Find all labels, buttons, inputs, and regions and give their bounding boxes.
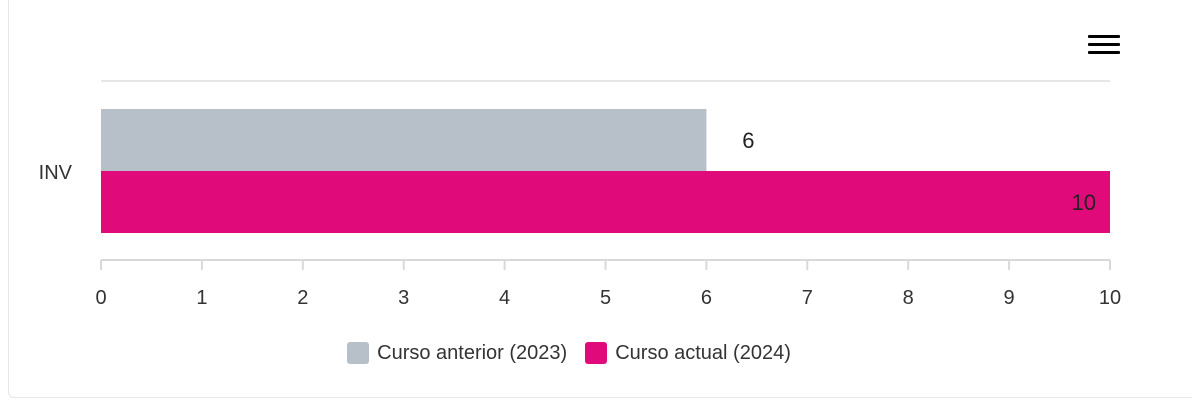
menu-line <box>1088 43 1120 46</box>
x-tick-label: 9 <box>1004 287 1015 309</box>
x-tick-label: 4 <box>499 287 510 309</box>
legend-item-2024[interactable]: Curso actual (2024) <box>585 342 791 365</box>
x-tick-label: 5 <box>600 287 611 309</box>
menu-line <box>1088 51 1120 54</box>
x-tick-label: 7 <box>802 287 813 309</box>
x-tick-label: 3 <box>398 287 409 309</box>
x-axis-ticks: 0 1 2 3 4 5 6 7 8 9 10 <box>95 260 1121 309</box>
bar-2023-inv[interactable] <box>101 109 707 171</box>
bar-2024-inv[interactable] <box>101 171 1110 233</box>
x-tick-label: 6 <box>701 287 712 309</box>
y-axis-categories: INV <box>39 162 73 184</box>
bar-chart: 6 10 0 1 2 3 4 5 6 7 8 9 10 INV <box>39 80 1121 309</box>
x-tick-label: 0 <box>95 287 106 309</box>
legend-swatch <box>585 342 608 364</box>
hamburger-menu-icon[interactable] <box>1085 30 1123 60</box>
legend-item-2023[interactable]: Curso anterior (2023) <box>347 342 567 365</box>
data-label: 6 <box>742 128 754 153</box>
x-tick-label: 1 <box>196 287 207 309</box>
legend-swatch <box>347 342 370 364</box>
x-tick-label: 2 <box>297 287 308 309</box>
legend: Curso anterior (2023) Curso actual (2024… <box>0 338 1165 368</box>
legend-label: Curso anterior (2023) <box>377 341 568 364</box>
y-category-label: INV <box>39 162 73 184</box>
chart-card <box>8 0 1192 398</box>
legend-label: Curso actual (2024) <box>615 341 791 364</box>
bars-group: 6 10 <box>101 109 1110 233</box>
menu-line <box>1088 35 1120 38</box>
x-tick-label: 10 <box>1099 287 1121 309</box>
x-tick-label: 8 <box>903 287 914 309</box>
data-label: 10 <box>1072 190 1096 215</box>
